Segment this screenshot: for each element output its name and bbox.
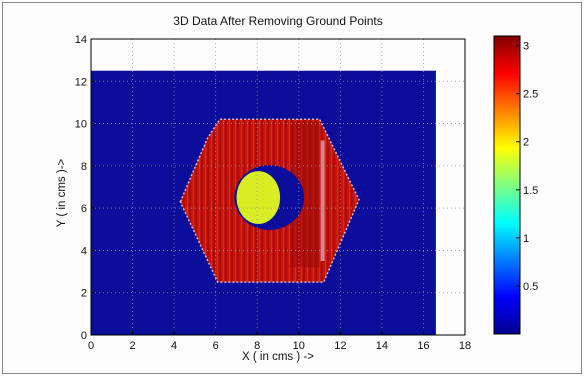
y-tick-label: 6 <box>81 203 87 215</box>
grid <box>91 39 465 335</box>
hexagon-gap-line <box>320 140 325 261</box>
x-tick-label: 6 <box>213 340 219 352</box>
colorbar-tick-label: 1.5 <box>523 185 538 197</box>
x-axis-label: X ( in cms ) -> <box>242 351 314 363</box>
colorbar-tick-label: 2.5 <box>523 89 538 101</box>
colorbar-tick-label: 2 <box>523 137 529 149</box>
x-tick-label: 8 <box>254 340 260 352</box>
axis-ticks: 0 2 4 6 8 10 12 14 16 18 0 2 4 6 8 10 12 14 <box>75 34 471 352</box>
x-tick-label: 10 <box>293 340 305 352</box>
colorbar-ticks: 0.5 1 1.5 2 2.5 3 <box>516 41 538 293</box>
y-tick-label: 4 <box>81 245 87 257</box>
colorbar-tick-label: 3 <box>523 41 529 53</box>
plot-area <box>91 70 436 335</box>
y-tick-label: 2 <box>81 288 87 300</box>
x-tick-label: 2 <box>129 340 135 352</box>
y-tick-label: 12 <box>75 76 87 88</box>
y-axis-label: Y ( in cms )-> <box>56 158 68 227</box>
y-tick-label: 14 <box>75 34 87 46</box>
x-tick-label: 4 <box>171 340 177 352</box>
colorbar-tick-label: 1 <box>523 233 529 245</box>
x-tick-label: 16 <box>417 340 429 352</box>
y-tick-label: 10 <box>75 119 87 131</box>
chart-title: 3D Data After Removing Ground Points <box>173 14 382 28</box>
colorbar <box>493 35 521 335</box>
colorbar-tick-label: 0.5 <box>523 281 538 293</box>
x-tick-label: 0 <box>88 340 94 352</box>
figure-frame: 3D Data After Removing Ground Points 0 2 4… <box>2 2 582 374</box>
x-tick-label: 14 <box>376 340 388 352</box>
x-tick-label: 18 <box>459 340 471 352</box>
hole-region <box>236 171 281 224</box>
x-tick-label: 12 <box>334 340 346 352</box>
heatmap-chart: 3D Data After Removing Ground Points 0 2 4… <box>56 14 538 363</box>
y-tick-label: 8 <box>81 161 87 173</box>
axes-box <box>90 38 466 336</box>
y-tick-label: 0 <box>81 330 87 342</box>
